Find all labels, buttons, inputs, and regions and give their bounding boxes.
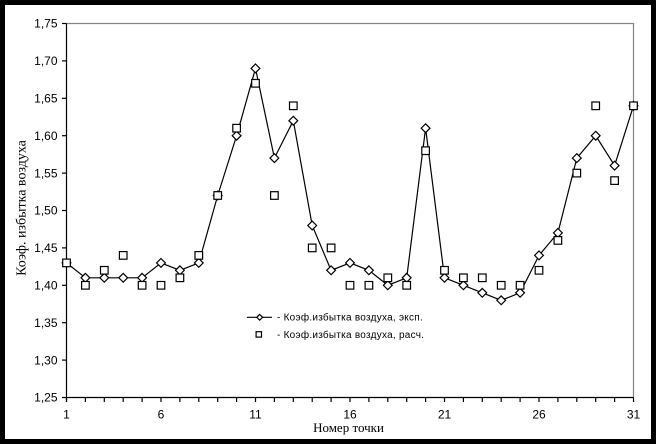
svg-text:1,60: 1,60 [34,129,58,143]
svg-text:Коэф. избытка воздуха: Коэф. избытка воздуха [15,139,30,276]
svg-text:1,70: 1,70 [34,54,58,68]
svg-text:1: 1 [63,407,70,421]
svg-text:6: 6 [158,407,165,421]
svg-text:26: 26 [532,407,546,421]
svg-text:1,50: 1,50 [34,204,58,218]
svg-text:1,35: 1,35 [34,316,58,330]
svg-text:1,65: 1,65 [34,92,58,106]
svg-text:1,40: 1,40 [34,279,58,293]
svg-text:21: 21 [438,407,452,421]
svg-text:1,30: 1,30 [34,353,58,367]
svg-text:16: 16 [343,407,357,421]
svg-text:1,45: 1,45 [34,241,58,255]
svg-text:11: 11 [249,407,262,421]
svg-text:1,75: 1,75 [34,17,58,31]
svg-text:1,55: 1,55 [34,166,58,180]
svg-text:31: 31 [627,407,641,421]
svg-text:- Коэф.избытка воздуха, эксп.: - Коэф.избытка воздуха, эксп. [277,312,423,324]
svg-text:Номер точки: Номер точки [313,420,384,435]
svg-text:1,25: 1,25 [34,391,58,405]
svg-text:- Коэф.избытка воздуха, расч.: - Коэф.избытка воздуха, расч. [277,329,424,341]
